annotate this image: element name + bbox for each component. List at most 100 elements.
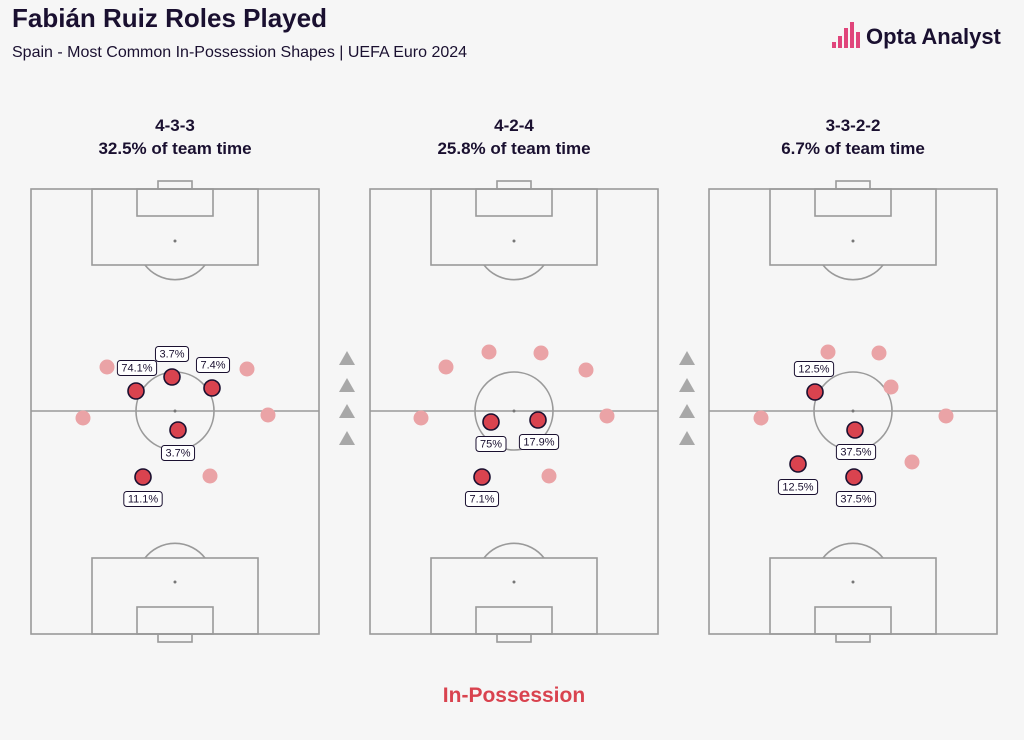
penalty-spot bbox=[512, 580, 516, 584]
role-label-box bbox=[160, 445, 196, 461]
player-position bbox=[482, 413, 500, 431]
player-position bbox=[163, 368, 181, 386]
teammate-position bbox=[260, 407, 276, 423]
teammate-position bbox=[438, 359, 454, 375]
teammate-position bbox=[871, 345, 887, 361]
role-label-box bbox=[777, 479, 819, 495]
pitch-line bbox=[483, 542, 545, 559]
role-label-box bbox=[518, 434, 560, 450]
role-share: 37.5% bbox=[840, 446, 871, 458]
role-share: 11.1% bbox=[128, 493, 159, 505]
arrow bbox=[339, 431, 355, 445]
player-position bbox=[789, 455, 807, 473]
pitch-line bbox=[144, 542, 206, 559]
player-position bbox=[169, 421, 187, 439]
role-share: 37.5% bbox=[840, 493, 871, 505]
player-position bbox=[846, 421, 864, 439]
penalty-spot bbox=[173, 239, 177, 243]
arrow bbox=[679, 378, 695, 392]
role-share: 3.7% bbox=[165, 447, 190, 459]
teammate-position bbox=[883, 379, 899, 395]
centre-spot bbox=[512, 409, 516, 413]
teammate-position bbox=[239, 361, 255, 377]
role-label-box bbox=[195, 357, 231, 373]
centre-spot bbox=[173, 409, 177, 413]
pitch-line bbox=[157, 633, 193, 643]
penalty-spot bbox=[512, 239, 516, 243]
role-label-box bbox=[154, 346, 190, 362]
role-label-box bbox=[116, 360, 158, 376]
player-position bbox=[845, 468, 863, 486]
footer: In-Possession bbox=[443, 684, 585, 707]
pitch-line bbox=[822, 264, 884, 281]
subtitle: Spain - Most Common In-Possession Shapes… bbox=[12, 44, 467, 61]
teammate-position bbox=[413, 410, 429, 426]
pitch-line bbox=[496, 180, 532, 190]
role-share: 12.5% bbox=[782, 481, 813, 493]
teammate-position bbox=[578, 362, 594, 378]
centre-spot bbox=[851, 409, 855, 413]
team-time-share: 32.5% of team time bbox=[98, 139, 251, 158]
player-position bbox=[473, 468, 491, 486]
player-position bbox=[806, 383, 824, 401]
formation: 4-2-4 bbox=[494, 116, 534, 135]
team-time-share: 25.8% of team time bbox=[437, 139, 590, 158]
teammate-position bbox=[541, 468, 557, 484]
role-label-box bbox=[835, 444, 877, 460]
formation: 4-3-3 bbox=[155, 116, 195, 135]
arrow bbox=[679, 404, 695, 418]
role-share: 7.4% bbox=[200, 359, 225, 371]
role-share: 3.7% bbox=[159, 348, 184, 360]
penalty-spot bbox=[851, 239, 855, 243]
teammate-position bbox=[481, 344, 497, 360]
role-share: 74.1% bbox=[121, 362, 152, 374]
pitch-line bbox=[835, 633, 871, 643]
pitch-line bbox=[144, 264, 206, 281]
teammate-position bbox=[904, 454, 920, 470]
teammate-position bbox=[820, 344, 836, 360]
pitch-line bbox=[822, 542, 884, 559]
arrow bbox=[339, 378, 355, 392]
brand-logo: Opta Analyst bbox=[832, 22, 1002, 49]
team-time-share: 6.7% of team time bbox=[781, 139, 925, 158]
formation: 3-3-2-2 bbox=[826, 116, 881, 135]
arrow bbox=[339, 404, 355, 418]
pitch-panel: 4-2-4 25.8% of team time 75% 17.9% 7.1% bbox=[369, 116, 659, 643]
teammate-position bbox=[599, 408, 615, 424]
role-share: 17.9% bbox=[523, 436, 554, 448]
teammate-position bbox=[202, 468, 218, 484]
teammate-position bbox=[533, 345, 549, 361]
arrow bbox=[339, 351, 355, 365]
role-share: 12.5% bbox=[798, 363, 829, 375]
pitch-line bbox=[835, 180, 871, 190]
title: Fabián Ruiz Roles Played bbox=[12, 3, 327, 33]
pitch-panel: 4-3-3 32.5% of team time 74.1% 3.7% 7.4% 3.7%… bbox=[30, 116, 320, 643]
arrow bbox=[679, 351, 695, 365]
pitch-line bbox=[483, 264, 545, 281]
teammate-position bbox=[99, 359, 115, 375]
pitch-line bbox=[157, 180, 193, 190]
brand: Opta Analyst bbox=[866, 24, 1002, 49]
pitch-line bbox=[496, 633, 532, 643]
penalty-spot bbox=[851, 580, 855, 584]
player-position bbox=[203, 379, 221, 397]
player-position bbox=[529, 411, 547, 429]
flow-arrows bbox=[339, 351, 695, 445]
role-share: 75% bbox=[480, 438, 502, 450]
player-position bbox=[134, 468, 152, 486]
arrow bbox=[679, 431, 695, 445]
teammate-position bbox=[938, 408, 954, 424]
penalty-spot bbox=[173, 580, 177, 584]
role-label-box bbox=[464, 491, 500, 507]
role-label-box bbox=[475, 436, 507, 452]
role-label-box bbox=[123, 491, 163, 507]
role-label-box bbox=[835, 491, 877, 507]
role-share: 7.1% bbox=[469, 493, 494, 505]
role-label-box bbox=[793, 361, 835, 377]
pitch-line bbox=[474, 371, 554, 451]
player-position bbox=[127, 382, 145, 400]
teammate-position bbox=[753, 410, 769, 426]
teammate-position bbox=[75, 410, 91, 426]
pitch-panel: 3-3-2-2 6.7% of team time 12.5% 37.5% 12.5% 3… bbox=[708, 116, 998, 643]
